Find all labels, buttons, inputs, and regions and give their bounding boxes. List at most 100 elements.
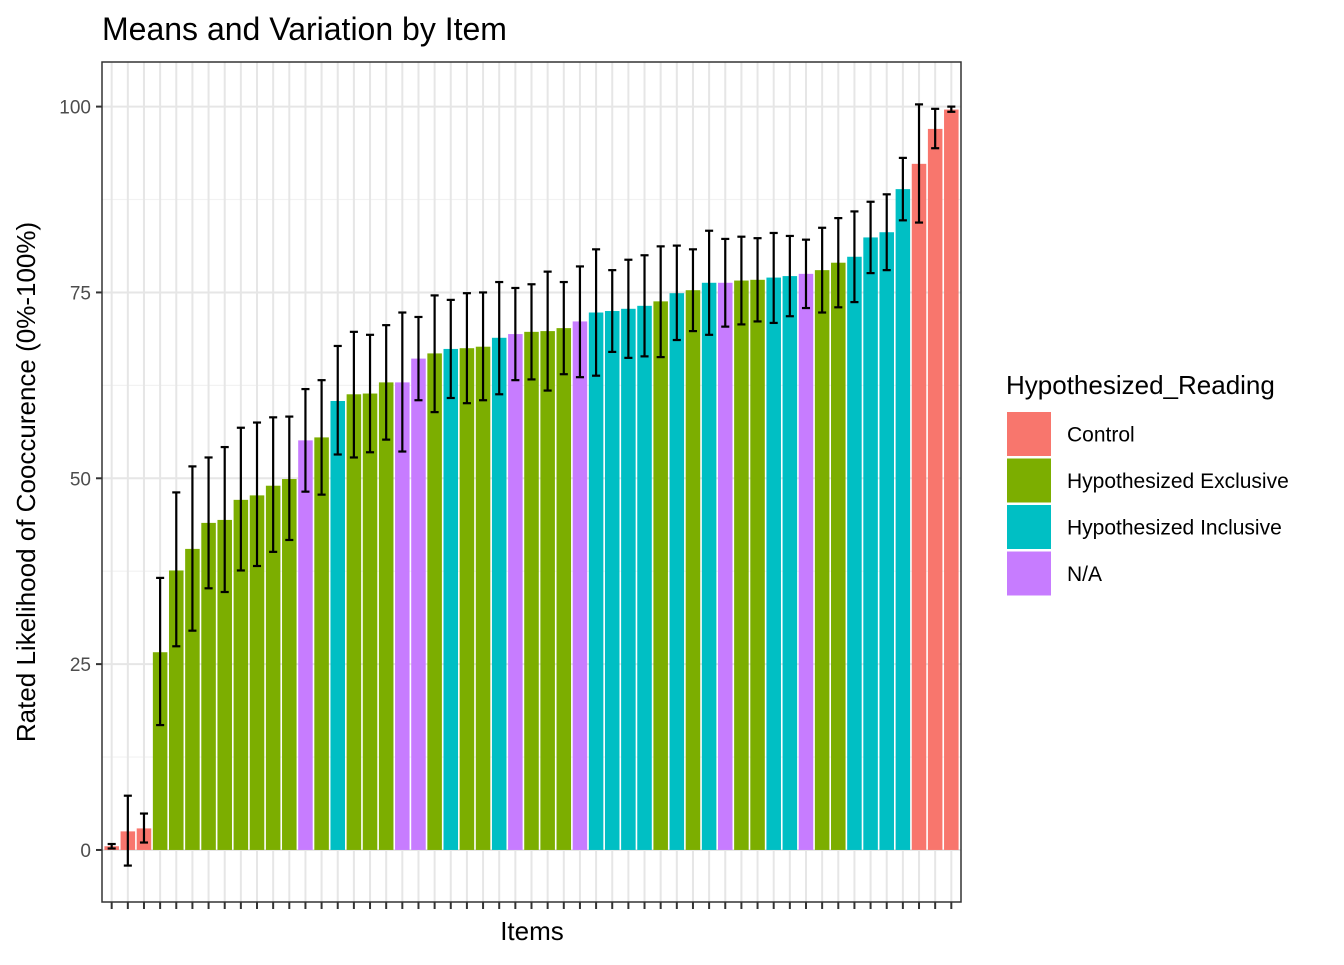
error-bar xyxy=(382,324,391,441)
bar xyxy=(556,328,572,850)
error-bar xyxy=(721,237,730,328)
legend-label: Hypothesized Inclusive xyxy=(1067,517,1282,540)
legend-label: Control xyxy=(1067,424,1135,447)
error-bar xyxy=(269,416,278,553)
bar xyxy=(395,382,410,850)
bar xyxy=(491,337,507,850)
error-bar xyxy=(947,105,956,113)
legend: Hypothesized_Reading Control Hypothesized… xyxy=(1006,370,1289,596)
bar xyxy=(459,348,475,850)
error-bar xyxy=(672,244,681,342)
bar xyxy=(524,331,539,850)
error-bar xyxy=(139,812,149,844)
bar xyxy=(185,548,200,850)
error-bar xyxy=(882,193,891,272)
error-bar xyxy=(592,248,601,377)
legend-key xyxy=(1007,412,1051,456)
bar xyxy=(653,301,668,850)
error-bar xyxy=(931,107,940,150)
bar xyxy=(443,348,459,850)
error-bar xyxy=(236,426,245,572)
bar xyxy=(427,353,442,850)
error-bar xyxy=(640,254,649,358)
error-bar xyxy=(753,237,762,323)
error-bar xyxy=(511,286,520,382)
error-bar xyxy=(688,248,698,333)
y-tick-label: 50 xyxy=(70,469,91,490)
y-tick-label: 100 xyxy=(59,98,91,119)
legend-key xyxy=(1007,505,1051,549)
bar xyxy=(282,479,297,850)
bar xyxy=(717,282,733,850)
error-bar xyxy=(123,794,132,867)
legend-label: Hypothesized Exclusive xyxy=(1067,470,1289,493)
bar xyxy=(863,237,878,850)
error-bar xyxy=(220,445,229,594)
error-bar xyxy=(430,294,439,414)
error-bar xyxy=(527,283,536,381)
error-bar xyxy=(156,576,165,727)
bar xyxy=(217,519,232,850)
bar xyxy=(540,331,555,850)
error-bar xyxy=(608,269,617,354)
x-axis-title: Items xyxy=(500,916,564,946)
bar xyxy=(249,495,265,850)
error-bar xyxy=(898,156,907,222)
bar xyxy=(378,382,394,850)
bar xyxy=(588,312,604,850)
y-tick-label: 0 xyxy=(80,841,91,862)
bar xyxy=(895,189,911,850)
error-bar xyxy=(914,103,924,224)
bar xyxy=(330,400,346,850)
legend-title: Hypothesized_Reading xyxy=(1006,370,1275,400)
error-bar xyxy=(737,235,746,326)
bar xyxy=(814,270,830,850)
error-bar xyxy=(705,229,714,336)
bar xyxy=(944,109,959,850)
bar xyxy=(233,499,249,850)
error-bar xyxy=(656,245,665,359)
error-bar xyxy=(414,315,423,402)
bar xyxy=(169,570,184,850)
error-bar xyxy=(398,311,407,453)
bar xyxy=(346,394,362,850)
bar xyxy=(637,305,652,850)
error-bar xyxy=(850,210,859,304)
error-bar xyxy=(462,292,471,405)
error-bar xyxy=(479,291,488,402)
error-bar xyxy=(801,238,811,310)
bar xyxy=(782,276,798,850)
bar xyxy=(152,652,168,850)
error-bar xyxy=(575,265,584,379)
error-bar xyxy=(785,234,794,318)
y-axis-title: Rated Likelihood of Cooccurence (0%-100%… xyxy=(11,222,41,742)
error-bar xyxy=(285,415,294,542)
error-bar xyxy=(559,280,568,376)
bar xyxy=(847,256,862,850)
error-bar xyxy=(172,491,181,648)
bar xyxy=(572,321,588,850)
error-bar xyxy=(495,280,504,396)
bar xyxy=(798,273,814,850)
bar xyxy=(411,358,426,850)
error-bar xyxy=(446,298,455,400)
error-bar xyxy=(866,200,875,275)
bar xyxy=(265,485,281,850)
bar xyxy=(201,522,216,850)
bar xyxy=(604,311,620,850)
error-bar xyxy=(624,258,633,359)
bar xyxy=(701,282,717,850)
error-bar xyxy=(543,270,552,392)
bar xyxy=(766,277,781,850)
bar xyxy=(685,290,701,850)
bar xyxy=(475,346,491,850)
legend-label: N/A xyxy=(1067,563,1102,586)
error-bar xyxy=(301,387,310,493)
chart-title: Means and Variation by Item xyxy=(102,11,507,47)
bar xyxy=(831,262,846,850)
error-bar xyxy=(349,330,358,459)
bar xyxy=(314,437,329,850)
error-bar xyxy=(317,379,326,496)
